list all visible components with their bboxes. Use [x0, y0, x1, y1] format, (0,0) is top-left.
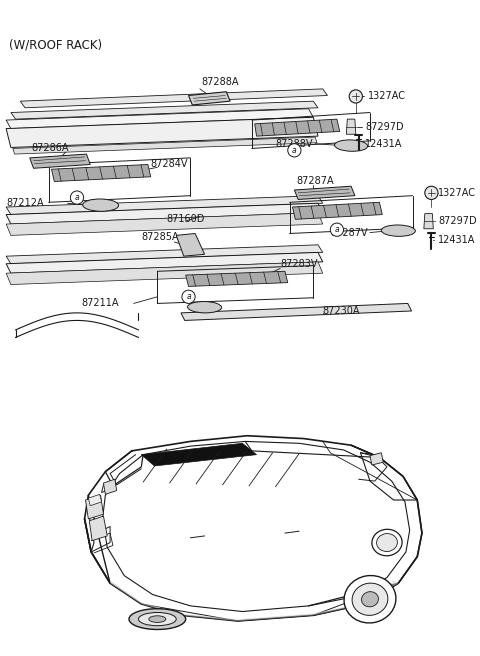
Text: 87297D: 87297D [438, 216, 477, 226]
Text: 1327AC: 1327AC [438, 188, 476, 198]
Polygon shape [6, 109, 313, 129]
Polygon shape [110, 581, 398, 621]
Text: (W/ROOF RACK): (W/ROOF RACK) [9, 39, 102, 52]
Text: 87211A: 87211A [82, 298, 119, 308]
Polygon shape [13, 137, 317, 154]
Polygon shape [6, 253, 323, 273]
Polygon shape [255, 119, 340, 136]
Text: 87288V: 87288V [276, 138, 313, 149]
Polygon shape [189, 92, 230, 105]
Text: a: a [186, 293, 191, 301]
Polygon shape [6, 262, 323, 285]
Ellipse shape [335, 140, 368, 152]
Text: 87286A: 87286A [32, 144, 69, 154]
Text: 12431A: 12431A [365, 138, 403, 149]
Polygon shape [88, 495, 102, 506]
Polygon shape [424, 214, 433, 229]
Polygon shape [6, 245, 323, 264]
Polygon shape [20, 89, 327, 108]
Polygon shape [294, 186, 355, 199]
Circle shape [182, 290, 195, 304]
Polygon shape [6, 213, 323, 236]
Polygon shape [141, 443, 257, 466]
Polygon shape [181, 304, 411, 320]
Polygon shape [347, 119, 356, 134]
Polygon shape [85, 495, 104, 519]
Ellipse shape [149, 616, 166, 623]
Text: 1327AC: 1327AC [368, 91, 406, 102]
Circle shape [330, 223, 344, 236]
Ellipse shape [83, 199, 119, 211]
Polygon shape [89, 516, 107, 541]
Text: 87230A: 87230A [323, 306, 360, 316]
Ellipse shape [129, 609, 186, 630]
Ellipse shape [372, 529, 402, 556]
Text: 87297D: 87297D [365, 122, 404, 132]
Polygon shape [6, 117, 318, 148]
Polygon shape [30, 154, 90, 169]
Text: 87212A: 87212A [6, 198, 44, 208]
Polygon shape [51, 165, 151, 182]
Text: a: a [75, 193, 79, 202]
Circle shape [288, 144, 301, 157]
Text: 87287V: 87287V [330, 228, 368, 237]
Ellipse shape [138, 613, 176, 626]
Text: 87284V: 87284V [151, 159, 188, 169]
Polygon shape [6, 203, 323, 224]
Text: 87160D: 87160D [167, 215, 205, 224]
Polygon shape [6, 195, 323, 215]
Ellipse shape [377, 533, 397, 552]
Polygon shape [104, 480, 117, 495]
Text: 87285A: 87285A [141, 232, 179, 242]
Polygon shape [11, 101, 318, 119]
Text: 12431A: 12431A [438, 235, 475, 245]
Ellipse shape [361, 592, 378, 607]
Circle shape [71, 191, 84, 204]
Ellipse shape [188, 302, 222, 313]
Text: a: a [292, 146, 297, 155]
Text: a: a [335, 225, 339, 234]
Text: 87287A: 87287A [296, 176, 334, 186]
Polygon shape [176, 234, 204, 256]
Ellipse shape [381, 225, 415, 236]
Circle shape [425, 186, 438, 199]
Circle shape [349, 90, 362, 103]
Polygon shape [370, 453, 383, 465]
Ellipse shape [344, 575, 396, 623]
Text: 87288A: 87288A [202, 77, 239, 87]
Polygon shape [292, 202, 382, 219]
Ellipse shape [352, 583, 388, 615]
Polygon shape [186, 272, 288, 287]
Text: 87283V: 87283V [280, 258, 318, 269]
